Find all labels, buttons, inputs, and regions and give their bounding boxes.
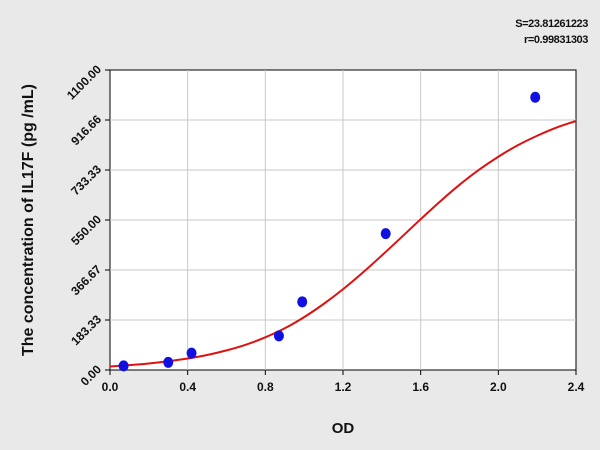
y-tick-label: 916.66: [68, 112, 104, 148]
x-axis-label: OD: [332, 420, 355, 437]
data-point: [186, 347, 197, 359]
data-point: [273, 330, 284, 342]
y-tick-label: 183.33: [68, 312, 104, 348]
r-statistic: r=0.99831303: [523, 34, 588, 46]
x-tick-label: 0.0: [102, 380, 119, 394]
fit-curve-layer: [109, 120, 577, 368]
data-point: [530, 91, 541, 103]
data-point: [297, 296, 308, 308]
fit-curve: [109, 120, 577, 368]
data-point: [380, 228, 391, 240]
x-tick-label: 0.4: [179, 380, 196, 394]
s-statistic: S=23.81261223: [515, 18, 588, 30]
fit-statistics: S=23.81261223 r=0.99831303: [515, 16, 588, 48]
y-axis-label: The concentration of IL17F (pg /mL): [20, 84, 37, 356]
data-points: [118, 91, 541, 372]
data-point: [163, 356, 174, 368]
x-tick-label: 0.8: [257, 380, 274, 394]
y-tick-label: 366.67: [68, 262, 104, 298]
y-tick-label: 0.00: [78, 362, 105, 389]
y-tick-label: 733.33: [68, 162, 104, 198]
x-tick-label: 1.2: [335, 380, 352, 394]
x-tick-label: 2.4: [568, 380, 585, 394]
y-tick-label: 1100.00: [64, 62, 104, 102]
x-tick-label: 1.6: [412, 380, 429, 394]
y-tick-label: 550.00: [68, 212, 104, 248]
x-tick-label: 2.0: [490, 380, 507, 394]
data-point: [118, 360, 129, 372]
